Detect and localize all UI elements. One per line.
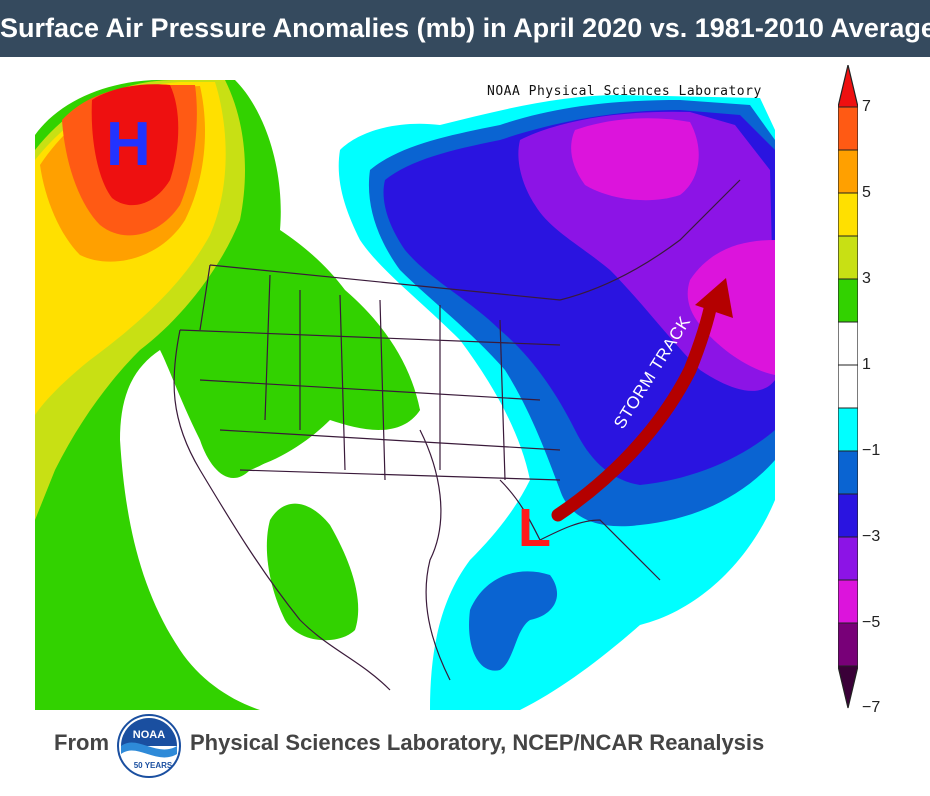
low-pressure-label: L bbox=[518, 498, 551, 558]
colorbar-label-neg3: −3 bbox=[862, 528, 881, 545]
colorbar-graphic bbox=[837, 64, 859, 709]
contour-magenta-north bbox=[571, 118, 699, 201]
storm-track-arrow bbox=[551, 293, 719, 522]
storm-track-arrowhead bbox=[695, 278, 733, 318]
noaa-logo-text: NOAA bbox=[133, 729, 165, 741]
footer-from-text: From bbox=[54, 730, 109, 755]
high-pressure-label: H bbox=[106, 110, 151, 179]
political-boundaries bbox=[173, 179, 741, 691]
colorbar-label-neg5: −5 bbox=[862, 614, 881, 631]
colorbar-label-1: 1 bbox=[862, 356, 871, 373]
contour-blue-gulf bbox=[469, 571, 558, 671]
colorbar-label-3: 3 bbox=[862, 270, 871, 287]
noaa-logo: NOAA 50 YEARS bbox=[117, 714, 181, 778]
contour-magenta-east bbox=[687, 240, 775, 375]
footer: From NOAA 50 YEARS Physical Sciences Lab… bbox=[0, 712, 800, 791]
anomaly-map bbox=[35, 80, 775, 710]
footer-source-text: Physical Sciences Laboratory, NCEP/NCAR … bbox=[190, 730, 765, 755]
contour-red bbox=[91, 84, 179, 206]
colorbar bbox=[837, 64, 859, 750]
colorbar-label-neg7: −7 bbox=[862, 699, 881, 716]
colorbar-label-5: 5 bbox=[862, 184, 871, 201]
map-panel: H L STORM TRACK bbox=[0, 57, 930, 791]
map-credit: NOAA Physical Sciences Laboratory bbox=[487, 84, 762, 99]
noaa-logo-sub: 50 YEARS bbox=[134, 761, 173, 770]
page-title: Surface Air Pressure Anomalies (mb) in A… bbox=[0, 0, 930, 57]
colorbar-label-neg1: −1 bbox=[862, 442, 881, 459]
colorbar-label-7: 7 bbox=[862, 98, 871, 115]
